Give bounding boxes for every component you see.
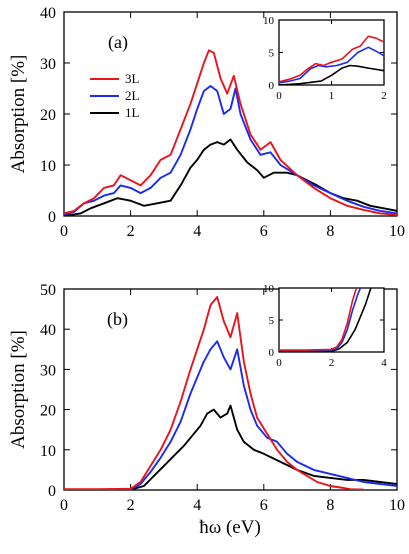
panel-a-inset-y-tick-label: 0 (269, 80, 275, 92)
panel-a-y-tick-label: 0 (48, 209, 56, 226)
panel-b-x-tick-label: 8 (326, 497, 334, 514)
panel-a-series-2L (64, 85, 397, 216)
panel-a-series-3L (64, 49, 397, 216)
panel-b-inset-y-tick-label: 0 (269, 347, 275, 359)
panel-a-inset-series-3L (279, 35, 384, 83)
panel-b-inset-x-tick-label: 4 (381, 357, 387, 369)
panel-a-y-tick-label: 10 (40, 158, 56, 175)
panel-b-x-tick-label: 10 (389, 497, 405, 514)
panel-a-x-tick-label: 6 (260, 223, 268, 240)
panel-a-y-tick-label: 20 (40, 107, 56, 124)
panel-a-inset-x-tick-label: 2 (381, 90, 387, 102)
panel-b-x-tick-label: 0 (60, 497, 68, 514)
panel-b-y-tick-label: 0 (48, 483, 56, 500)
panel-a-inset-y-tick-label: 5 (269, 48, 275, 60)
panel-a-inset-series-2L (279, 46, 384, 84)
panel-a-y-tick-label: 30 (40, 56, 56, 73)
panel-a-y-tick-label: 40 (40, 5, 56, 22)
panel-b-y-tick-label: 40 (40, 322, 56, 339)
panel-a-x-tick-label: 10 (389, 223, 405, 240)
legend-label-2L: 2L (125, 88, 140, 103)
panel-b-label: (b) (107, 309, 128, 330)
panel-b-y-tick-label: 20 (40, 403, 56, 420)
panel-b-inset-x-tick-label: 0 (276, 357, 282, 369)
panel-b-inset-frame (278, 287, 385, 353)
panel-b-series-1L (64, 404, 397, 490)
panel-b-inset-series-3L (279, 288, 358, 351)
panel-a-inset-x-tick-label: 1 (329, 90, 335, 102)
panel-b-inset-y-tick-label: 5 (269, 315, 275, 327)
x-axis-label: ħω (eV) (199, 517, 261, 538)
panel-a-y-axis-label: Absorption [%] (8, 55, 29, 174)
panel-b-x-tick-label: 2 (127, 497, 135, 514)
panel-b-x-tick-label: 4 (193, 497, 201, 514)
panel-b-series-2L (64, 340, 397, 490)
panel-a-x-tick-label: 4 (193, 223, 201, 240)
panel-a-x-tick-label: 8 (326, 223, 334, 240)
panel-b-series-3L (64, 296, 364, 490)
panel-b-y-tick-label: 10 (40, 443, 56, 460)
panel-b-inset-y-tick-label: 10 (263, 283, 275, 295)
panel-b-inset-x-tick-label: 2 (329, 357, 335, 369)
legend-label-3L: 3L (125, 71, 140, 86)
panel-a-inset-x-tick-label: 0 (276, 90, 282, 102)
panel-b-y-tick-label: 30 (40, 362, 56, 379)
panel-b-y-axis-label: Absorption [%] (8, 330, 29, 449)
panel-a-inset: 0 1 2 0 5 10 (263, 15, 387, 102)
panel-a-label: (a) (108, 32, 128, 53)
panel-b-x-tick-label: 6 (260, 497, 268, 514)
panel-a-x-tick-label: 2 (127, 223, 135, 240)
panel-b-y-tick-label: 50 (40, 282, 56, 299)
panel-a-x-tick-label: 0 (60, 223, 68, 240)
panel-a-inset-series-1L (279, 64, 384, 85)
panel-a-inset-y-tick-label: 10 (263, 15, 275, 27)
panel-b-inset: 0 2 4 0 5 10 (263, 283, 387, 369)
panel-b-inset-series-1L (279, 288, 372, 352)
legend-label-1L: 1L (125, 105, 140, 120)
